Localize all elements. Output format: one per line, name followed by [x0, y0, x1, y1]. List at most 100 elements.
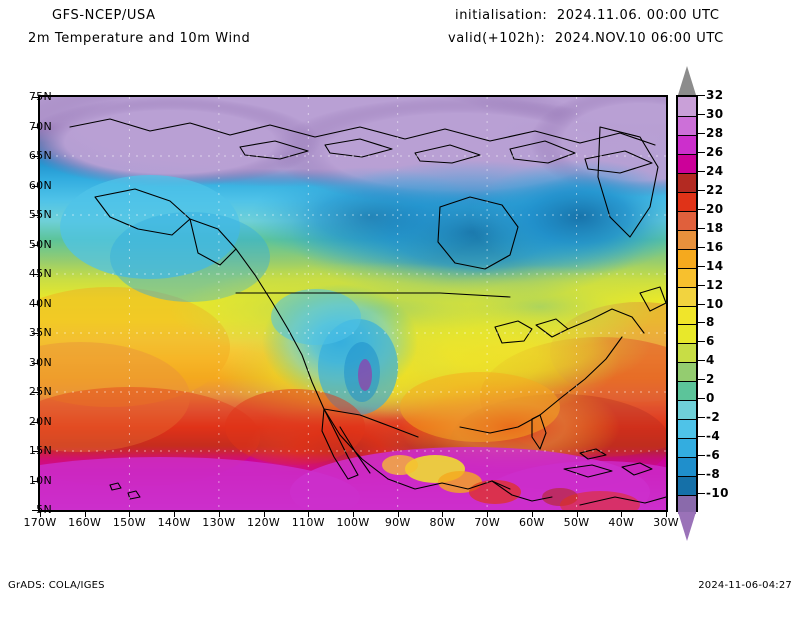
lon-tick	[666, 512, 667, 517]
lon-label-120W: 120W	[247, 516, 281, 529]
colorbar-separator	[678, 362, 696, 364]
colorbar-tick	[698, 227, 705, 229]
colorbar-tick	[698, 417, 705, 419]
lat-label-55N: 55N	[28, 208, 52, 221]
map-plot-area[interactable]	[38, 95, 668, 512]
colorbar-tick	[698, 284, 705, 286]
temperature-colorbar[interactable]	[676, 95, 698, 515]
header-field-name: 2m Temperature and 10m Wind	[28, 31, 251, 46]
lon-tick	[84, 512, 86, 517]
colorbar-band-0	[678, 400, 696, 420]
header-valid-time: valid(+102h): 2024.NOV.10 06:00 UTC	[448, 31, 724, 46]
colorbar-label-6: 6	[706, 334, 715, 349]
lat-label-25N: 25N	[28, 385, 52, 398]
lon-label-50W: 50W	[563, 516, 590, 529]
lat-tick	[32, 244, 38, 246]
colorbar-separator	[678, 229, 696, 231]
lat-label-20N: 20N	[28, 414, 52, 428]
colorbar-label-12: 12	[706, 277, 724, 292]
colorbar-tick	[698, 265, 705, 267]
colorbar-separator	[678, 286, 696, 288]
colorbar-separator	[678, 400, 696, 402]
colorbar-band-14	[678, 267, 696, 287]
colorbar-band--2	[678, 419, 696, 439]
colorbar-label-30: 30	[706, 106, 724, 121]
colorbar-band--6	[678, 457, 696, 477]
lon-tick	[397, 512, 399, 517]
colorbar-band-12	[678, 286, 696, 306]
lon-tick	[263, 512, 265, 517]
lat-tick	[32, 333, 38, 334]
colorbar-label-16: 16	[706, 239, 724, 254]
lat-label-35N: 35N	[28, 326, 52, 339]
lon-label-40W: 40W	[608, 516, 635, 529]
lat-tick	[32, 215, 38, 216]
colorbar-band-6	[678, 343, 696, 363]
lat-tick	[32, 480, 38, 482]
lat-label-70N: 70N	[28, 119, 52, 133]
lon-label-110W: 110W	[291, 516, 325, 529]
lat-label-50N: 50N	[28, 237, 52, 251]
lat-tick	[32, 185, 38, 187]
colorbar-band--8	[678, 476, 696, 496]
coastline-overlay	[69, 118, 666, 506]
colorbar-label-18: 18	[706, 220, 724, 235]
lat-label-40N: 40N	[28, 296, 52, 310]
colorbar-tick	[698, 303, 705, 305]
colorbar-separator	[678, 324, 696, 326]
lat-label-45N: 45N	[28, 267, 52, 280]
colorbar-tick	[698, 189, 705, 191]
lon-tick	[442, 512, 444, 517]
lon-tick	[218, 512, 220, 517]
footer-timestamp: 2024-11-06-04:27	[698, 580, 792, 591]
lat-label-30N: 30N	[28, 355, 52, 369]
lon-label-30W: 30W	[653, 516, 679, 529]
lat-label-15N: 15N	[28, 444, 52, 457]
lon-tick	[174, 512, 176, 517]
lat-label-65N: 65N	[28, 149, 52, 162]
colorbar-band-20	[678, 210, 696, 230]
lon-tick	[40, 512, 41, 517]
lon-tick	[621, 512, 623, 517]
colorbar-separator	[678, 210, 696, 212]
colorbar-label-14: 14	[706, 258, 724, 273]
colorbar-separator	[678, 153, 696, 155]
lon-label-130W: 130W	[202, 516, 236, 529]
lat-tick	[32, 510, 38, 511]
lat-label-75N: 75N	[28, 90, 52, 103]
colorbar-separator	[678, 438, 696, 440]
lat-tick	[32, 156, 38, 157]
colorbar-band-4	[678, 362, 696, 382]
lat-label-60N: 60N	[28, 178, 52, 192]
colorbar-label-20: 20	[706, 201, 724, 216]
colorbar-label--4: -4	[706, 429, 721, 444]
colorbar-label-2: 2	[706, 372, 715, 387]
colorbar-label-10: 10	[706, 296, 724, 311]
colorbar-tick	[698, 474, 705, 476]
colorbar-label--6: -6	[706, 448, 721, 463]
colorbar-separator	[678, 457, 696, 459]
colorbar-label-28: 28	[706, 125, 724, 140]
lon-label-80W: 80W	[429, 516, 456, 529]
lon-label-150W: 150W	[112, 516, 146, 529]
lon-tick	[487, 512, 489, 517]
colorbar-separator	[678, 495, 696, 497]
colorbar-tick	[698, 436, 705, 438]
colorbar-label-0: 0	[706, 391, 715, 406]
colorbar-tick	[698, 341, 705, 343]
colorbar-tick	[698, 322, 705, 324]
colorbar-band-16	[678, 248, 696, 268]
colorbar-label--10: -10	[706, 486, 729, 501]
colorbar-label-22: 22	[706, 182, 724, 197]
colorbar-tick	[698, 360, 705, 362]
colorbar-overflow-arrow-bottom	[678, 512, 696, 541]
colorbar-label--2: -2	[706, 410, 721, 425]
colorbar-separator	[678, 115, 696, 117]
lat-tick	[32, 97, 38, 98]
lon-tick	[353, 512, 354, 517]
temperature-field-raster	[40, 97, 666, 510]
colorbar-tick	[698, 246, 705, 248]
lon-tick	[129, 512, 131, 517]
colorbar-separator	[678, 248, 696, 250]
colorbar-separator	[678, 305, 696, 307]
